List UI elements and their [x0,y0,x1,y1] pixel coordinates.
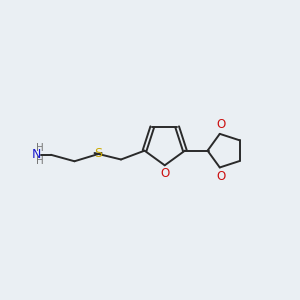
Text: N: N [32,148,41,161]
Text: O: O [216,170,226,183]
Text: O: O [160,167,169,180]
Text: S: S [94,146,102,160]
Text: H: H [37,156,44,166]
Text: O: O [216,118,226,131]
Text: H: H [37,143,44,153]
